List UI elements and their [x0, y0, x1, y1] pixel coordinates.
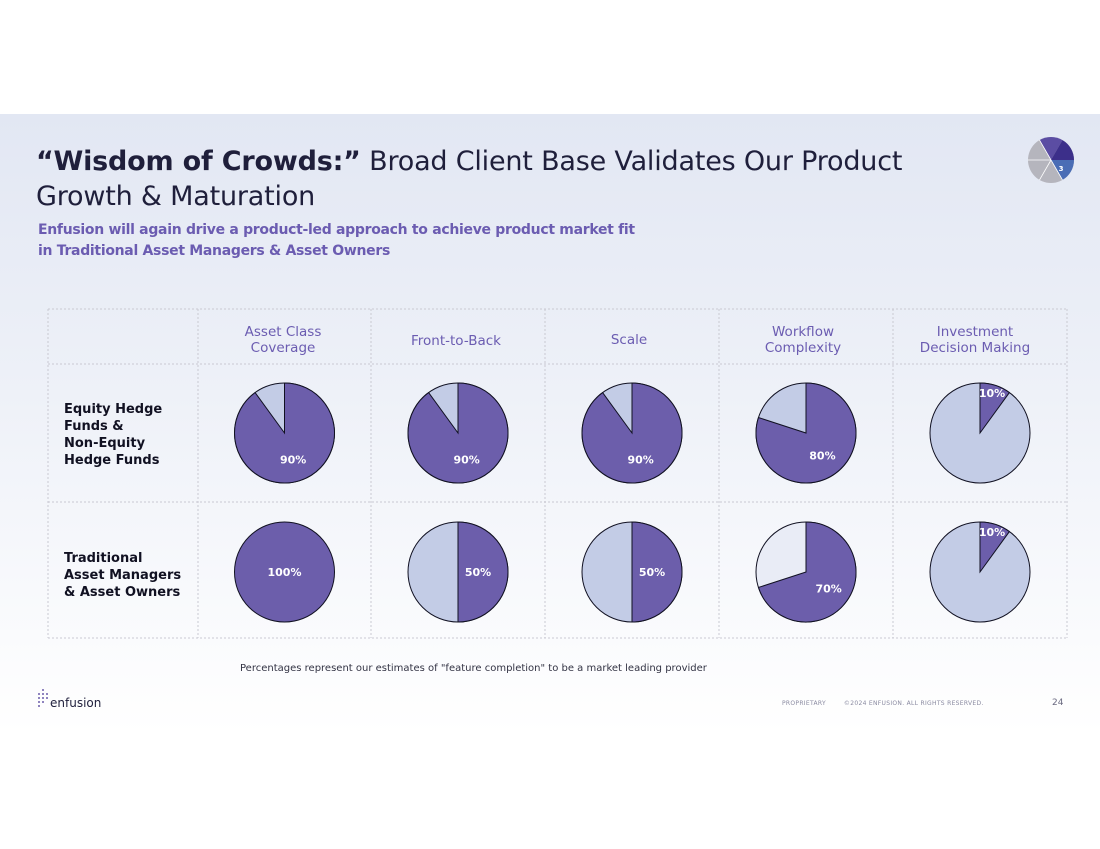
- pie-filled-slice: [581, 382, 683, 484]
- pie-value-label: 50%: [465, 566, 491, 579]
- row-label-line: Non-Equity: [64, 436, 146, 451]
- badge-label: 3: [1059, 165, 1064, 173]
- proprietary-label: PROPRIETARY: [782, 700, 826, 707]
- column-header-front-to-back: Front-to-Back: [369, 333, 543, 349]
- legal-notice: PROPRIETARY ©2024 ENFUSION. ALL RIGHTS RE…: [782, 700, 984, 707]
- pie-chart: 100%: [234, 521, 335, 623]
- pie-chart: 80%: [755, 382, 857, 484]
- copyright-label: ©2024 ENFUSION. ALL RIGHTS RESERVED.: [843, 700, 984, 707]
- footnote: Percentages represent our estimates of "…: [240, 663, 707, 674]
- col-header-line: Coverage: [250, 340, 316, 356]
- col-header-line: Scale: [610, 332, 648, 348]
- row-label-traditional-asset-managers: Traditional Asset Managers & Asset Owner…: [64, 550, 194, 601]
- row-label-line: & Asset Owners: [64, 585, 181, 600]
- pie-value-label: 90%: [280, 454, 306, 467]
- pie-filled-slice: [234, 382, 335, 484]
- enfusion-logo: enfusion: [36, 688, 116, 714]
- row-label-equity-hedge-funds: Equity Hedge Funds & Non-Equity Hedge Fu…: [64, 401, 194, 469]
- pie-value-label: 50%: [639, 566, 665, 579]
- section-progress-badge-icon: 3: [1028, 137, 1074, 183]
- logo-text: enfusion: [50, 696, 102, 710]
- row-label-line: Asset Managers: [64, 568, 182, 583]
- row-label-line: Equity Hedge: [64, 402, 163, 417]
- pie-value-label: 80%: [809, 450, 835, 463]
- pie-chart: 90%: [581, 382, 683, 484]
- pie-filled-slice: [979, 521, 1011, 574]
- pie-filled-slice: [755, 382, 857, 484]
- col-header-line: Complexity: [764, 340, 842, 356]
- row-label-line: Funds &: [64, 419, 124, 434]
- subtitle-line-1: Enfusion will again drive a product-led …: [38, 222, 635, 238]
- pie-value-label: 100%: [268, 566, 302, 579]
- pie-value-label: 10%: [979, 387, 1005, 400]
- pie-chart: 50%: [407, 521, 509, 623]
- pie-filled-slice: [457, 521, 509, 623]
- pie-chart: 10%: [929, 521, 1031, 623]
- pie-value-label: 90%: [627, 454, 653, 467]
- pie-chart: 70%: [755, 521, 857, 623]
- page-number: 24: [1052, 698, 1064, 708]
- pie-filled-slice: [979, 382, 1011, 435]
- pie-filled-slice: [407, 382, 509, 484]
- title-rest: Broad Client Base Validates Our Product …: [36, 146, 903, 212]
- pie-chart: 90%: [407, 382, 509, 484]
- column-header-asset-class-coverage: Asset Class Coverage: [196, 324, 370, 356]
- pie-remaining-slice: [234, 521, 335, 623]
- logo-dots-icon: [38, 689, 48, 707]
- col-header-line: Decision Making: [919, 340, 1031, 356]
- slide-background: [0, 114, 1100, 734]
- pie-filled-slice: [757, 521, 857, 623]
- column-header-workflow-complexity: Workflow Complexity: [716, 324, 890, 356]
- col-header-line: Workflow: [772, 324, 834, 340]
- pie-value-label: 10%: [979, 526, 1005, 539]
- col-header-line: Front-to-Back: [411, 333, 501, 349]
- subtitle-line-2: in Traditional Asset Managers & Asset Ow…: [38, 243, 390, 259]
- pie-filled-slice: [631, 521, 683, 623]
- row-label-line: Hedge Funds: [64, 453, 160, 468]
- table-grid: [47, 308, 1068, 639]
- pie-chart: 10%: [929, 382, 1031, 484]
- pie-chart: 50%: [581, 521, 683, 623]
- column-header-investment-decision-making: Investment Decision Making: [888, 324, 1062, 356]
- pie-chart: 90%: [234, 382, 335, 484]
- row-label-line: Traditional: [64, 551, 143, 566]
- pie-value-label: 70%: [815, 582, 841, 595]
- subtitle: Enfusion will again drive a product-led …: [38, 220, 738, 262]
- col-header-line: Investment: [936, 324, 1014, 340]
- pie-value-label: 90%: [453, 454, 479, 467]
- page-title: “Wisdom of Crowds:” Broad Client Base Va…: [36, 144, 996, 214]
- pie-charts: 90% 90% 90% 80% 10% 100% 50% 50% 70% 10%: [234, 382, 1031, 623]
- title-bold: “Wisdom of Crowds:”: [36, 146, 361, 177]
- col-header-line: Asset Class: [244, 324, 322, 340]
- column-header-scale: Scale: [542, 332, 716, 348]
